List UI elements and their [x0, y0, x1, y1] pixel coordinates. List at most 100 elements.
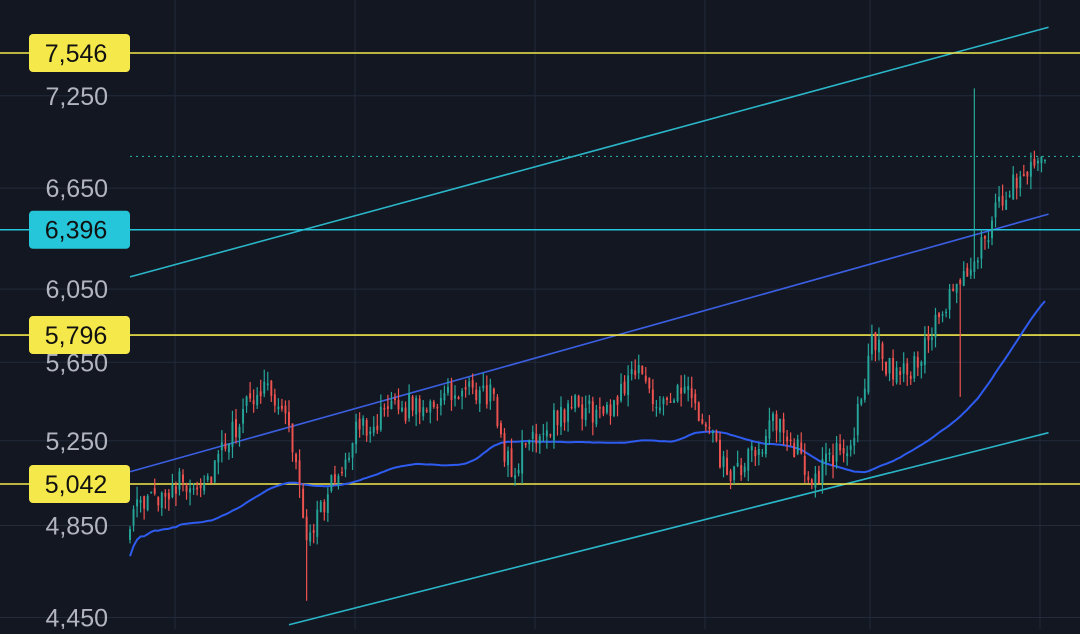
candle-body	[386, 406, 389, 409]
candle-body	[973, 261, 976, 273]
candle-body	[786, 436, 789, 442]
candle-body	[531, 431, 534, 440]
candle-body	[351, 442, 354, 458]
candle-body	[235, 419, 237, 438]
candle-body	[425, 410, 428, 412]
candle-body	[408, 393, 411, 419]
candle-body	[369, 431, 372, 435]
candle-body	[676, 385, 679, 402]
candle-body	[839, 443, 842, 451]
candle-body	[800, 442, 803, 454]
candle-body	[517, 469, 520, 474]
candle-body	[789, 439, 792, 442]
candle-body	[270, 380, 273, 396]
candle-body	[673, 400, 676, 403]
candle-body	[348, 457, 351, 460]
candle-body	[439, 398, 442, 406]
candle-body	[446, 386, 449, 393]
candle-body	[273, 394, 276, 406]
candle-body	[298, 460, 301, 486]
candle-body	[432, 401, 435, 408]
candle-body	[323, 501, 326, 513]
upper-channel-line	[129, 26, 1049, 278]
candle-body	[690, 388, 693, 399]
candle-body	[284, 405, 287, 414]
candle-body	[644, 375, 647, 382]
candle-body	[570, 407, 573, 409]
candle-body	[842, 447, 845, 454]
candle-body	[694, 393, 697, 404]
candle-body	[552, 409, 555, 440]
candle-body	[224, 443, 227, 449]
candle-body	[1022, 174, 1025, 177]
candle-body	[157, 497, 160, 506]
candle-body	[1019, 176, 1022, 189]
lower-channel-line	[288, 431, 1049, 626]
candle-body	[846, 453, 849, 457]
candle-body	[305, 516, 308, 541]
trend-channel	[129, 26, 1049, 626]
candle-body	[344, 459, 347, 470]
candle-body	[136, 499, 139, 507]
candle-body	[263, 381, 266, 394]
candle-body	[355, 421, 358, 445]
candle-body	[471, 379, 474, 388]
candle-body	[637, 364, 640, 374]
candle-body	[210, 476, 213, 484]
candle-body	[390, 400, 393, 409]
candle-body	[793, 442, 796, 458]
candle-body	[372, 426, 375, 433]
candle-body	[362, 418, 365, 426]
y-tick-label: 4,450	[45, 605, 108, 629]
candle-body	[450, 382, 453, 401]
candle-body	[722, 456, 725, 467]
candle-body	[291, 423, 294, 453]
candle-body	[454, 395, 456, 399]
candle-body	[563, 409, 566, 423]
candle-body	[701, 419, 704, 424]
candle-body	[867, 355, 870, 393]
candle-body	[153, 488, 156, 494]
candle-body	[821, 459, 824, 484]
candle-body	[422, 407, 425, 417]
candle-body	[457, 397, 460, 400]
candle-body	[535, 433, 538, 444]
candle-body	[697, 402, 700, 421]
candle-body	[704, 424, 707, 427]
candle-body	[605, 404, 608, 413]
candle-body	[461, 390, 464, 397]
price-level-label: 5,796	[45, 322, 108, 350]
candle-body	[333, 474, 336, 483]
candle-body	[938, 313, 940, 318]
candle-body	[1008, 195, 1011, 197]
candle-body	[499, 423, 502, 435]
candle-body	[245, 396, 248, 406]
candle-body	[199, 485, 202, 489]
candle-body	[651, 389, 654, 405]
candle-body	[920, 362, 923, 366]
candle-body	[227, 443, 230, 453]
candle-body	[994, 202, 997, 218]
candle-body	[192, 488, 195, 490]
candle-body	[764, 435, 767, 455]
candle-body	[478, 390, 481, 404]
candle-body	[220, 442, 223, 451]
candle-body	[309, 532, 312, 542]
candle-body	[496, 397, 499, 427]
candle-body	[160, 492, 163, 508]
candle-body	[538, 436, 541, 444]
candle-body	[1029, 161, 1032, 177]
candle-body	[404, 407, 407, 421]
candle-body	[256, 394, 259, 406]
candle-body	[909, 375, 912, 380]
candle-body	[584, 407, 587, 421]
candle-body	[620, 383, 623, 401]
candle-body	[941, 314, 944, 316]
candle-body	[934, 314, 937, 338]
candle-body	[772, 413, 774, 421]
candle-body	[560, 406, 562, 427]
candle-body	[832, 455, 834, 466]
